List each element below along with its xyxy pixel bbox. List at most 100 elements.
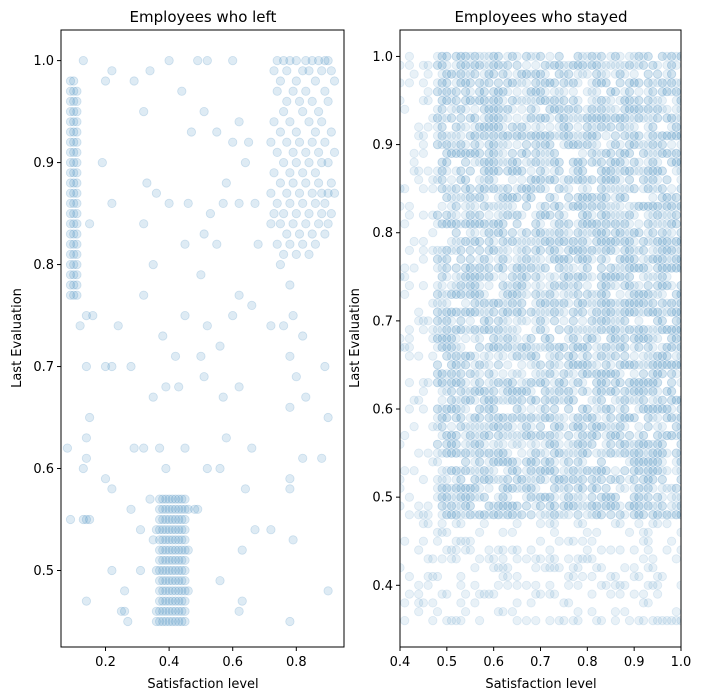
scatter-point	[568, 236, 578, 247]
scatter-point	[442, 492, 452, 502]
scatter-point	[174, 576, 184, 586]
scatter-point	[414, 545, 424, 555]
scatter-point	[521, 69, 532, 79]
scatter-point	[540, 333, 550, 344]
scatter-point	[460, 280, 471, 291]
scatter-point	[545, 360, 555, 370]
scatter-point	[493, 457, 503, 467]
scatter-point	[507, 95, 518, 106]
scatter-point	[535, 501, 546, 511]
scatter-point	[554, 615, 564, 626]
scatter-point	[228, 55, 238, 66]
scatter-point	[563, 457, 574, 467]
scatter-point	[549, 457, 560, 467]
scatter-point	[666, 377, 677, 388]
scatter-point	[460, 466, 471, 476]
scatter-point	[549, 307, 560, 317]
scatter-point	[456, 386, 466, 396]
scatter-point	[451, 448, 461, 458]
scatter-point	[512, 466, 522, 476]
scatter-point	[484, 307, 494, 317]
scatter-point	[432, 87, 443, 97]
scatter-point	[428, 113, 438, 123]
scatter-point	[418, 60, 428, 70]
scatter-point	[629, 369, 639, 379]
scatter-point	[81, 453, 92, 463]
scatter-point	[474, 439, 485, 449]
scatter-point	[460, 219, 471, 229]
scatter-point	[278, 107, 289, 117]
scatter-point	[521, 245, 532, 255]
scatter-point	[620, 333, 630, 344]
scatter-point	[456, 386, 466, 396]
scatter-point	[414, 175, 424, 185]
scatter-point	[489, 157, 499, 167]
scatter-point	[526, 457, 536, 467]
scatter-point	[456, 598, 466, 608]
scatter-point	[400, 598, 410, 608]
scatter-point	[164, 525, 174, 535]
scatter-point	[568, 474, 578, 485]
scatter-point	[479, 157, 489, 167]
scatter-point	[517, 184, 527, 194]
scatter-point	[517, 342, 527, 352]
scatter-point	[474, 122, 485, 132]
scatter-point	[151, 616, 161, 627]
scatter-point	[285, 239, 295, 249]
right-x-axis-label: Satisfaction level	[485, 677, 596, 692]
scatter-point	[503, 280, 513, 291]
scatter-point	[638, 395, 649, 405]
scatter-point	[291, 158, 301, 168]
scatter-point	[129, 443, 139, 453]
scatter-point	[69, 96, 79, 107]
scatter-point	[432, 298, 443, 308]
scatter-point	[451, 395, 461, 405]
scatter-point	[326, 209, 336, 219]
scatter-point	[446, 140, 457, 150]
scatter-point	[278, 209, 289, 219]
scatter-point	[503, 192, 513, 203]
scatter-point	[512, 166, 522, 176]
scatter-point	[563, 571, 574, 582]
scatter-point	[531, 272, 541, 282]
scatter-point	[456, 395, 466, 405]
scatter-point	[559, 501, 569, 511]
scatter-point	[451, 122, 461, 132]
right-y-axis-label: Last Evaluation	[348, 288, 363, 388]
scatter-point	[446, 430, 457, 441]
scatter-point	[540, 377, 550, 388]
scatter-point	[418, 280, 428, 291]
scatter-point	[559, 369, 569, 379]
scatter-point	[531, 175, 541, 185]
scatter-point	[526, 192, 536, 203]
scatter-point	[437, 104, 447, 114]
scatter-point	[568, 95, 578, 106]
scatter-point	[432, 439, 443, 449]
scatter-point	[489, 60, 499, 70]
scatter-point	[460, 430, 471, 441]
scatter-point	[451, 369, 461, 379]
scatter-point	[451, 404, 461, 414]
scatter-point	[545, 95, 555, 106]
scatter-point	[535, 298, 546, 308]
scatter-point	[498, 201, 508, 211]
scatter-point	[498, 457, 508, 467]
scatter-point	[503, 157, 513, 167]
scatter-point	[479, 175, 489, 185]
scatter-point	[474, 360, 485, 370]
scatter-point	[180, 239, 190, 249]
scatter-point	[442, 254, 452, 264]
scatter-point	[512, 501, 522, 511]
scatter-point	[484, 228, 494, 238]
scatter-point	[535, 148, 546, 158]
scatter-point	[517, 148, 527, 158]
scatter-point	[465, 78, 475, 88]
scatter-point	[503, 201, 513, 211]
scatter-point	[282, 66, 292, 76]
scatter-point	[507, 192, 518, 203]
scatter-point	[237, 596, 247, 606]
scatter-point	[512, 342, 522, 352]
scatter-point	[313, 107, 324, 117]
scatter-point	[218, 392, 228, 402]
scatter-point	[568, 395, 578, 405]
